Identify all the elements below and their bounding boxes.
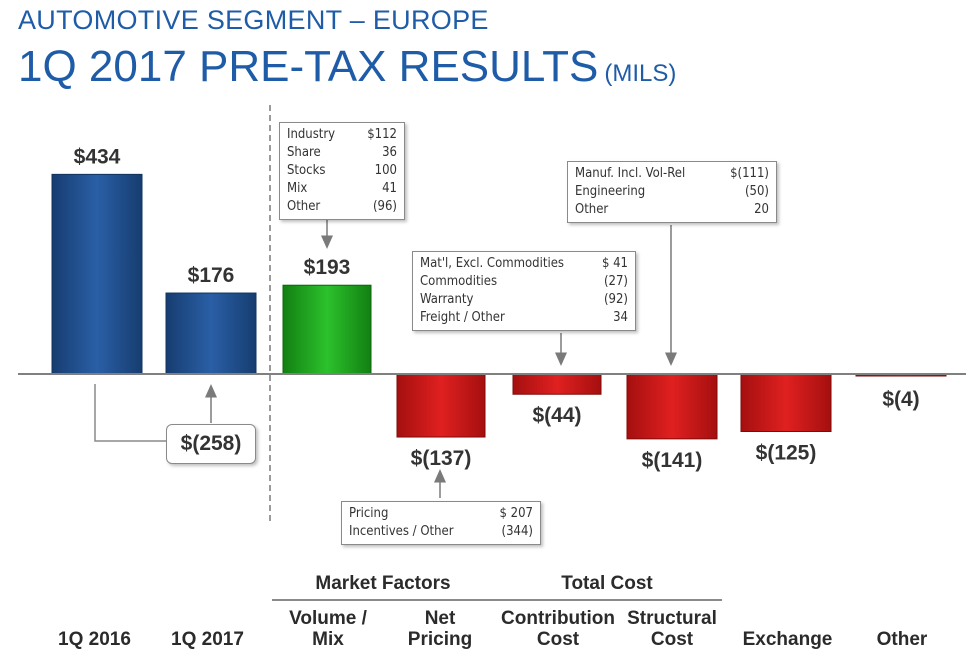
- breakdown-row: Mix 41: [287, 180, 397, 198]
- breakdown-label: Stocks: [287, 163, 326, 178]
- breakdown-value: $ 207: [499, 506, 533, 521]
- bar-1q-2016: [51, 173, 143, 375]
- group-label-total-cost: Total Cost: [561, 573, 653, 594]
- breakdown-row: Mat'l, Excl. Commodities $ 41: [420, 255, 628, 273]
- breakdown-label: Share: [287, 145, 321, 160]
- value-label-1q-2017: $176: [188, 264, 235, 287]
- value-labels-group: $434 $176 $193 $(137) $(44) $(141) $(125) $(4): [74, 145, 920, 472]
- breakdown-row: Freight / Other 34: [420, 309, 628, 327]
- breakdown-value: 41: [382, 181, 397, 196]
- value-label-contribution-cost: $(44): [532, 404, 581, 427]
- group-line-total-cost: [492, 599, 722, 601]
- bar-contribution-cost: [512, 373, 602, 395]
- breakdown-row: Pricing $ 207: [349, 505, 533, 523]
- breakdown-value: 20: [754, 202, 769, 217]
- bar-exchange: [740, 373, 832, 432]
- breakdown-label: Industry: [287, 127, 336, 142]
- breakdown-label: Incentives / Other: [349, 524, 454, 539]
- breakdown-label: Commodities: [420, 274, 498, 289]
- breakdown-value: $112: [367, 127, 397, 142]
- category-label-volume-mix: Volume / Mix: [289, 608, 367, 650]
- value-label-volume-mix: $193: [304, 256, 351, 279]
- breakdown-value: (27): [603, 274, 628, 289]
- breakdown-label: Mat'l, Excl. Commodities: [420, 256, 564, 271]
- chart-units: (MILS): [604, 60, 677, 87]
- group-label-market-factors: Market Factors: [315, 573, 451, 594]
- breakdown-label: Other: [287, 199, 321, 214]
- breakdown-value: (344): [501, 524, 533, 539]
- chart-title-text: 1Q 2017 PRE-TAX RESULTS: [18, 42, 599, 91]
- breakdown-value: 100: [374, 163, 397, 178]
- change-callout: $(258): [166, 424, 256, 464]
- bar-net-pricing: [396, 373, 486, 438]
- category-label-structural-cost: Structural Cost: [627, 608, 717, 650]
- chart-title: 1Q 2017 PRE-TAX RESULTS (MILS): [18, 42, 676, 92]
- breakdown-row: Commodities (27): [420, 273, 628, 291]
- breakdown-label: Mix: [287, 181, 308, 196]
- category-label-net-pricing: Net Pricing: [407, 608, 473, 650]
- breakdown-value: $ 41: [601, 256, 628, 271]
- breakdown-value: (50): [744, 184, 769, 199]
- category-label-contribution-cost: Contribution Cost: [501, 608, 615, 650]
- category-label-other: Other: [876, 629, 928, 650]
- value-label-exchange: $(125): [756, 442, 817, 465]
- bar-1q-2017: [165, 292, 257, 375]
- category-label-exchange: Exchange: [742, 629, 833, 650]
- breakdown-value: 34: [613, 310, 628, 325]
- breakdown-row: Manuf. Incl. Vol-Rel $(111): [575, 165, 769, 183]
- breakdown-row: Engineering (50): [575, 183, 769, 201]
- breakdown-row: Warranty (92): [420, 291, 628, 309]
- net-pricing-breakdown: Pricing $ 207 Incentives / Other (344): [341, 501, 541, 545]
- breakdown-row: Other (96): [287, 198, 397, 216]
- chart-subtitle: AUTOMOTIVE SEGMENT – EUROPE: [18, 5, 489, 35]
- breakdown-label: Engineering: [575, 184, 646, 199]
- breakdown-label: Warranty: [420, 292, 474, 307]
- value-label-other: $(4): [882, 388, 919, 411]
- contribution-cost-breakdown: Mat'l, Excl. Commodities $ 41 Commodities…: [412, 251, 636, 331]
- breakdown-row: Industry $112: [287, 126, 397, 144]
- change-connector-line: [94, 384, 166, 442]
- breakdown-label: Pricing: [349, 506, 389, 521]
- breakdown-value: 36: [382, 145, 397, 160]
- breakdown-value: (96): [372, 199, 397, 214]
- breakdown-label: Freight / Other: [420, 310, 505, 325]
- category-label-1q-2017: 1Q 2017: [171, 629, 244, 650]
- breakdown-row: Other 20: [575, 201, 769, 219]
- bars-group: [51, 173, 947, 440]
- breakdown-row: Incentives / Other (344): [349, 523, 533, 541]
- breakdown-label: Other: [575, 202, 609, 217]
- volume-mix-breakdown: Industry $112 Share 36 Stocks 100 Mix 41 Oth…: [279, 122, 405, 220]
- bar-structural-cost: [626, 373, 718, 440]
- breakdown-row: Share 36: [287, 144, 397, 162]
- value-label-structural-cost: $(141): [642, 449, 703, 472]
- breakdown-value: (92): [603, 292, 628, 307]
- breakdown-row: Stocks 100: [287, 162, 397, 180]
- breakdown-value: $(111): [730, 166, 769, 181]
- category-label-1q-2016: 1Q 2016: [58, 629, 131, 650]
- value-label-1q-2016: $434: [74, 145, 121, 168]
- bar-volume-mix: [282, 284, 372, 375]
- breakdown-label: Manuf. Incl. Vol-Rel: [575, 166, 686, 181]
- group-line-market-factors: [272, 599, 494, 601]
- value-label-net-pricing: $(137): [411, 447, 472, 470]
- structural-cost-breakdown: Manuf. Incl. Vol-Rel $(111) Engineering (5…: [567, 161, 777, 223]
